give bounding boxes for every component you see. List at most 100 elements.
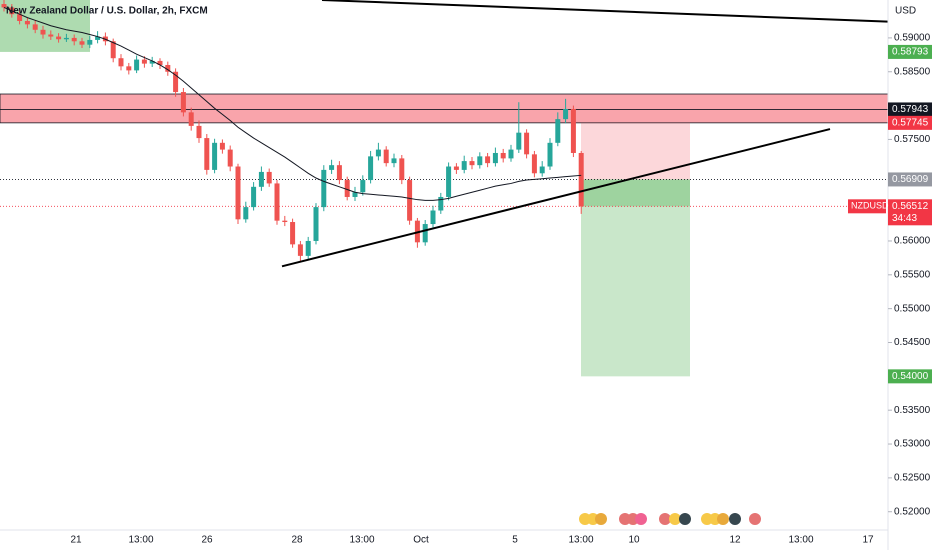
y-tick-label: 0.53000 (894, 439, 931, 450)
candle-body (578, 152, 584, 207)
candle-body (40, 29, 46, 35)
candle-body (336, 165, 342, 181)
price-label-box (888, 172, 932, 187)
candle-body (258, 171, 264, 187)
countdown: 34:43 (892, 213, 917, 224)
candle-body (446, 166, 452, 197)
y-tick-label: 0.54500 (894, 337, 931, 348)
x-tick-label: 5 (512, 535, 518, 546)
open-profit (581, 179, 690, 207)
candle-body (243, 207, 249, 220)
candle-body (508, 149, 514, 159)
candle-body (391, 158, 397, 164)
candle-body (48, 34, 54, 37)
price-label: 0.54000 (892, 371, 929, 382)
price-label: 0.57943 (892, 104, 929, 115)
price-label-box (888, 102, 932, 117)
x-tick-label: 10 (628, 535, 640, 546)
candle-body (282, 220, 288, 223)
candle-body (32, 24, 38, 30)
candle-body (313, 207, 319, 241)
candle-body (87, 39, 93, 45)
candle-body (485, 156, 491, 164)
candle-body (56, 36, 62, 40)
candle-body (227, 149, 233, 167)
candle-body (368, 156, 374, 181)
candle-body (329, 165, 335, 170)
x-tick-label: 28 (291, 535, 303, 546)
event-icons (579, 513, 761, 525)
x-tick-label: 21 (70, 535, 82, 546)
candle-body (321, 169, 327, 208)
x-tick-label: 26 (201, 535, 213, 546)
candle-body (165, 64, 171, 72)
trend-line (281, 128, 831, 268)
candle-body (212, 142, 218, 170)
candle-body (352, 192, 358, 197)
candle-body (196, 125, 202, 139)
candle-body (141, 59, 147, 64)
candle-body (305, 240, 311, 256)
y-tick-label: 0.52000 (894, 506, 931, 517)
candle-body (477, 156, 483, 166)
candle-body (63, 37, 69, 40)
candle-body (126, 66, 132, 71)
candle-body (24, 20, 30, 25)
candle-body (375, 149, 381, 157)
price-label: 0.56909 (892, 174, 929, 185)
y-tick-label: 0.55000 (894, 303, 931, 314)
candle-body (188, 112, 194, 126)
trend-line (321, 0, 889, 23)
candle-body (422, 224, 428, 243)
chart-title: New Zealand Dollar / U.S. Dollar, 2h, FX… (6, 6, 208, 17)
previous-position (0, 0, 90, 52)
price-label-box (888, 44, 932, 59)
target-zone (581, 179, 690, 377)
candle-body (149, 60, 155, 64)
candle-body (95, 36, 101, 40)
candle-body (290, 222, 296, 245)
candle-body (360, 180, 366, 193)
candle-body (344, 180, 350, 197)
candle-body (461, 161, 467, 170)
price-label: 0.56512 (892, 201, 929, 212)
candle-body (399, 158, 405, 181)
price-label-box (888, 115, 932, 130)
x-tick-label: 13:00 (568, 535, 593, 546)
symbol: NZDUSD (851, 201, 889, 211)
candle-body (438, 196, 444, 211)
x-tick-label: 13:00 (788, 535, 813, 546)
candle-body (453, 166, 459, 170)
candle-body (297, 244, 303, 256)
candle-body (500, 152, 506, 159)
y-tick-label: 0.56000 (894, 236, 931, 247)
price-label-box (888, 199, 932, 226)
price-label-box (888, 369, 932, 384)
x-tick-label: 13:00 (349, 535, 374, 546)
candle-body (516, 132, 522, 150)
candle-body (251, 186, 257, 208)
candle-body (266, 171, 272, 184)
candle-body (547, 142, 553, 167)
candle-body (118, 58, 124, 67)
currency: USD (895, 6, 916, 17)
candle-body (531, 154, 537, 174)
price-label: 0.58793 (892, 47, 929, 58)
candle-body (79, 41, 85, 45)
candle-body (204, 138, 210, 170)
candle-body (173, 71, 179, 93)
y-tick-label: 0.55500 (894, 269, 931, 280)
x-tick-label: Oct (413, 535, 429, 546)
candle-body (383, 149, 389, 164)
candle-body (570, 108, 576, 153)
candle-body (1, 4, 7, 8)
candle-body (407, 180, 413, 221)
candle-body (71, 37, 77, 42)
candle-body (492, 152, 498, 164)
y-tick-label: 0.53500 (894, 405, 931, 416)
candle-body (219, 142, 225, 150)
candle-body (17, 14, 23, 21)
candle-body (274, 183, 280, 221)
symbol-box (848, 199, 886, 214)
